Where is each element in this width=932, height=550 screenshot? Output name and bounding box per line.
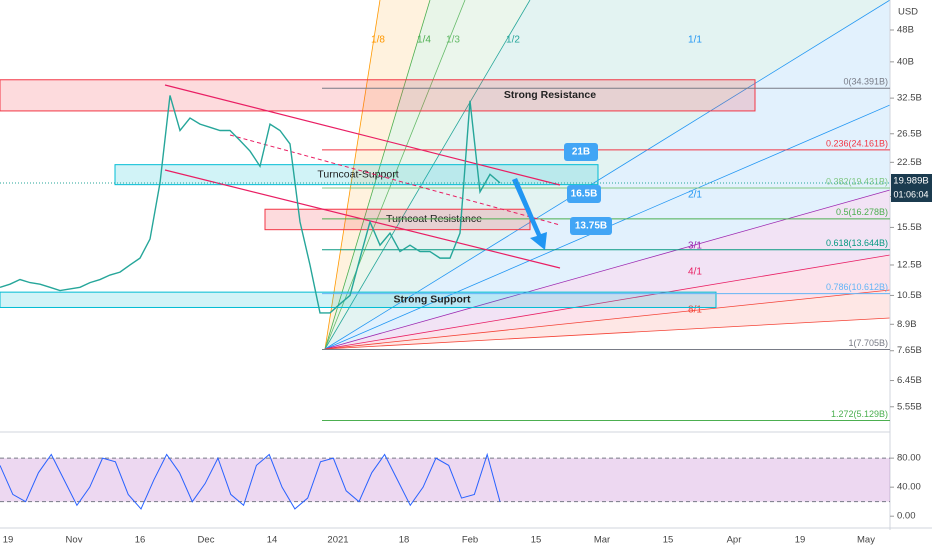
fan-line: [324, 0, 466, 350]
callout-label: 21B: [572, 147, 590, 158]
callout-box: [567, 185, 601, 203]
y-tick-label: 12.5B: [897, 259, 922, 270]
fan-label: 1/8: [371, 35, 385, 46]
callout-box: [564, 143, 598, 161]
fan-label: 4/1: [688, 267, 702, 278]
gann-fan: [324, 0, 891, 350]
y-tick-label: 32.5B: [897, 93, 922, 104]
trend-line: [164, 169, 561, 269]
fan-line: [324, 0, 431, 350]
stoch-tick-label: 0.00: [897, 511, 916, 522]
y-tick-label: 8.9B: [897, 319, 917, 330]
callout-box: [570, 217, 612, 235]
x-tick-label: Nov: [66, 535, 83, 546]
fan-label: 2/1: [688, 190, 702, 201]
x-tick-label: 19: [795, 535, 806, 546]
fan-line: [324, 289, 891, 350]
price-line: [0, 95, 501, 314]
trend-line: [164, 84, 561, 186]
fib-label: 0.5(16.278B): [836, 207, 888, 217]
zone: [0, 79, 756, 112]
x-tick-label: May: [857, 535, 875, 546]
x-tick-label: 15: [531, 535, 542, 546]
y-tick-label: 6.45B: [897, 375, 922, 386]
x-tick-label: 2021: [327, 535, 348, 546]
countdown: 01:06:04: [893, 189, 928, 199]
currency: USD: [898, 7, 918, 18]
fib-label: 0.382(19.431B): [826, 176, 888, 186]
zone-label: Strong Support: [394, 294, 471, 306]
stoch-tick-label: 80.00: [897, 453, 921, 464]
trend-line: [229, 134, 561, 226]
fan-line: [324, 0, 381, 350]
x-tick-label: 16: [135, 535, 146, 546]
callout-label: 13.75B: [575, 221, 607, 232]
fib-label: 1(7.705B): [848, 338, 888, 348]
x-tick-label: 14: [267, 535, 278, 546]
y-tick-label: 48B: [897, 25, 914, 36]
y-tick-label: 22.5B: [897, 157, 922, 168]
fib-label: 0.236(24.161B): [826, 138, 888, 148]
y-tick-label: 15.5B: [897, 222, 922, 233]
fan-line: [324, 0, 891, 350]
callout-label: 16.5B: [571, 189, 598, 200]
x-tick-label: 15: [663, 535, 674, 546]
y-tick-label: 7.65B: [897, 345, 922, 356]
stoch-band: [0, 458, 890, 502]
fan-line: [324, 0, 531, 350]
stoch-tick-label: 40.00: [897, 482, 921, 493]
current-price-label: 19.989B: [893, 176, 928, 187]
y-tick-label: 26.5B: [897, 128, 922, 139]
fan-label: 1/4: [417, 35, 431, 46]
fan-line: [324, 189, 891, 350]
fan-label: 1/1: [688, 35, 702, 46]
fib-label: 0(34.391B): [843, 77, 888, 87]
x-tick-label: Apr: [727, 535, 742, 546]
y-tick-label: 5.55B: [897, 401, 922, 412]
fan-line: [324, 254, 891, 350]
y-tick-label: 10.5B: [897, 290, 922, 301]
x-tick-label: 19: [3, 535, 14, 546]
stoch-line: [0, 452, 501, 510]
fan-label: 8/1: [688, 305, 702, 316]
fib-label: 0.786(10.612B): [826, 282, 888, 292]
x-tick-label: Feb: [462, 535, 478, 546]
arrow: [512, 178, 547, 250]
fan-label: 3/1: [688, 241, 702, 252]
zone: [0, 291, 717, 308]
y-tick-label: 40B: [897, 56, 914, 67]
x-tick-label: 18: [399, 535, 410, 546]
zone-label: Turncoat-Support: [317, 168, 398, 180]
x-tick-label: Dec: [198, 535, 215, 546]
current-price-box: [891, 173, 932, 202]
fan-label: 1/2: [506, 35, 520, 46]
fib-label: 1.272(5.129B): [831, 409, 888, 419]
x-tick-label: Mar: [594, 535, 610, 546]
fib-label: 0.618(13.644B): [826, 238, 888, 248]
fan-label: 1/3: [446, 35, 460, 46]
zone-label: Strong Resistance: [504, 89, 596, 101]
fan-line: [324, 317, 891, 350]
